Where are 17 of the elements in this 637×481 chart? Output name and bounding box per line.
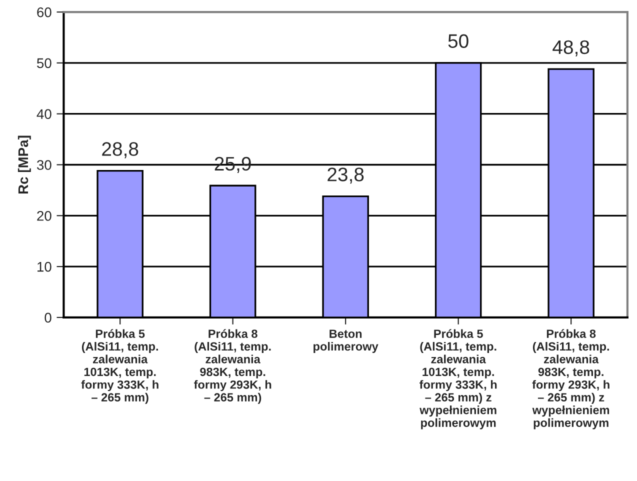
y-tick-label: 20 [37, 210, 52, 221]
y-tick-label: 60 [37, 7, 52, 18]
data-label: 23,8 [328, 168, 364, 184]
x-tick-label: Próbka 8 (AlSi11, temp. zalewania 983K, temp. formy 293K, h – 265 mm) z wypełnieniem polimerowym [532, 329, 610, 430]
y-tick-label: 30 [36, 160, 52, 170]
y-tick-label: 10 [38, 262, 52, 272]
data-label: 50 [448, 34, 468, 48]
y-tick-label: 50 [37, 58, 52, 68]
x-tick-label: Próbka 5 (AlSi11, temp. zalewania 1013K, temp. formy 333K, h – 265 mm) z wypełnieniem polimerowym [419, 329, 497, 430]
data-label: 28,8 [102, 142, 138, 158]
x-tick-label: Beton polimerowy [314, 330, 378, 353]
y-tick-label: 0 [44, 312, 52, 323]
data-label: 48,8 [552, 40, 590, 56]
x-tick-label: Próbka 5 (AlSi11, temp. zalewania 1013K, temp. formy 333K, h – 265 mm) [81, 329, 158, 404]
x-tick-label: Próbka 8 (AlSi11, temp. zalewania 983K, temp. formy 293K, h – 265 mm) [194, 329, 272, 404]
y-axis-title: Rc [MPa] [18, 136, 31, 194]
y-tick-label: 40 [36, 109, 52, 120]
